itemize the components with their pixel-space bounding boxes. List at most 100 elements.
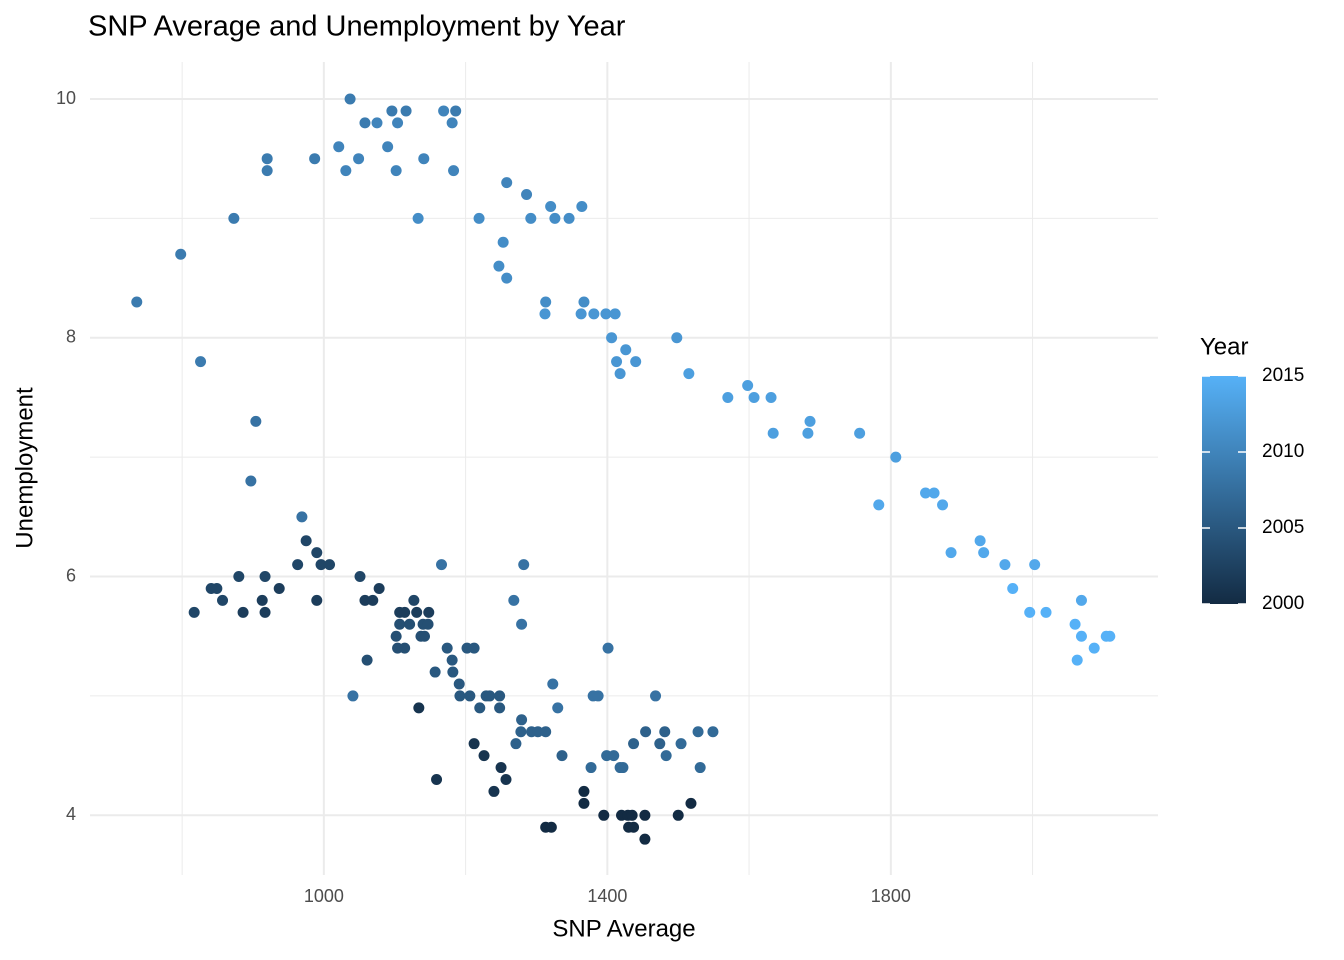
point: [256, 594, 268, 606]
point: [454, 690, 466, 702]
point: [259, 571, 271, 583]
point: [547, 678, 559, 690]
point: [392, 117, 404, 129]
point: [441, 642, 453, 654]
point: [412, 212, 424, 224]
point: [373, 582, 385, 594]
point: [600, 308, 612, 320]
point: [361, 654, 373, 666]
point: [1040, 606, 1052, 618]
point: [540, 296, 552, 308]
point: [386, 105, 398, 117]
point: [292, 559, 304, 571]
point: [552, 702, 564, 714]
point: [578, 785, 590, 797]
point: [333, 141, 345, 153]
point: [501, 177, 513, 189]
point: [390, 630, 402, 642]
point: [493, 260, 505, 272]
point: [671, 332, 683, 344]
point: [650, 690, 662, 702]
point: [515, 726, 527, 738]
point: [400, 105, 412, 117]
point: [494, 702, 506, 714]
point: [309, 153, 321, 165]
point: [233, 571, 245, 583]
point: [382, 141, 394, 153]
point: [195, 356, 207, 368]
point: [359, 594, 371, 606]
colorbar: [1202, 376, 1246, 604]
point: [692, 726, 704, 738]
point: [920, 487, 932, 499]
point: [626, 809, 638, 821]
point: [188, 606, 200, 618]
point: [609, 308, 621, 320]
point: [539, 308, 551, 320]
point: [394, 618, 406, 630]
point: [259, 606, 271, 618]
point: [611, 356, 623, 368]
point: [296, 511, 308, 523]
point: [804, 415, 816, 427]
point: [495, 762, 507, 774]
point: [399, 642, 411, 654]
point: [418, 153, 430, 165]
point: [802, 427, 814, 439]
point: [273, 582, 285, 594]
point: [344, 93, 356, 105]
y-axis-title: Unemployment: [11, 387, 38, 549]
point: [245, 475, 257, 487]
point: [478, 750, 490, 762]
point: [578, 296, 590, 308]
point: [1007, 582, 1019, 594]
point: [614, 368, 626, 380]
y-tick-label: 10: [56, 88, 76, 108]
point: [516, 714, 528, 726]
point: [340, 165, 352, 177]
point: [447, 666, 459, 678]
point: [742, 380, 754, 392]
point: [765, 391, 777, 403]
point: [516, 618, 528, 630]
point: [250, 415, 262, 427]
point: [468, 738, 480, 750]
point: [945, 547, 957, 559]
y-tick-label: 6: [66, 565, 76, 585]
point: [640, 726, 652, 738]
point: [300, 535, 312, 547]
point: [468, 642, 480, 654]
point: [628, 738, 640, 750]
point: [431, 773, 443, 785]
point: [446, 117, 458, 129]
point: [890, 451, 902, 463]
point: [767, 427, 779, 439]
point: [532, 726, 544, 738]
point: [438, 105, 450, 117]
point: [974, 535, 986, 547]
point: [999, 559, 1011, 571]
point: [450, 105, 462, 117]
point: [545, 200, 557, 212]
point: [660, 750, 672, 762]
point: [217, 594, 229, 606]
y-tick-label: 4: [66, 804, 76, 824]
point: [606, 332, 618, 344]
point: [404, 618, 416, 630]
point: [545, 821, 557, 833]
point: [556, 750, 568, 762]
point: [588, 308, 600, 320]
x-axis-title: SNP Average: [552, 915, 695, 942]
y-tick-label: 8: [66, 327, 76, 347]
point: [521, 189, 533, 201]
point: [228, 212, 240, 224]
point: [497, 236, 509, 248]
point: [685, 797, 697, 809]
point: [473, 212, 485, 224]
point: [683, 368, 695, 380]
point: [390, 165, 402, 177]
point: [620, 344, 632, 356]
point: [598, 809, 610, 821]
